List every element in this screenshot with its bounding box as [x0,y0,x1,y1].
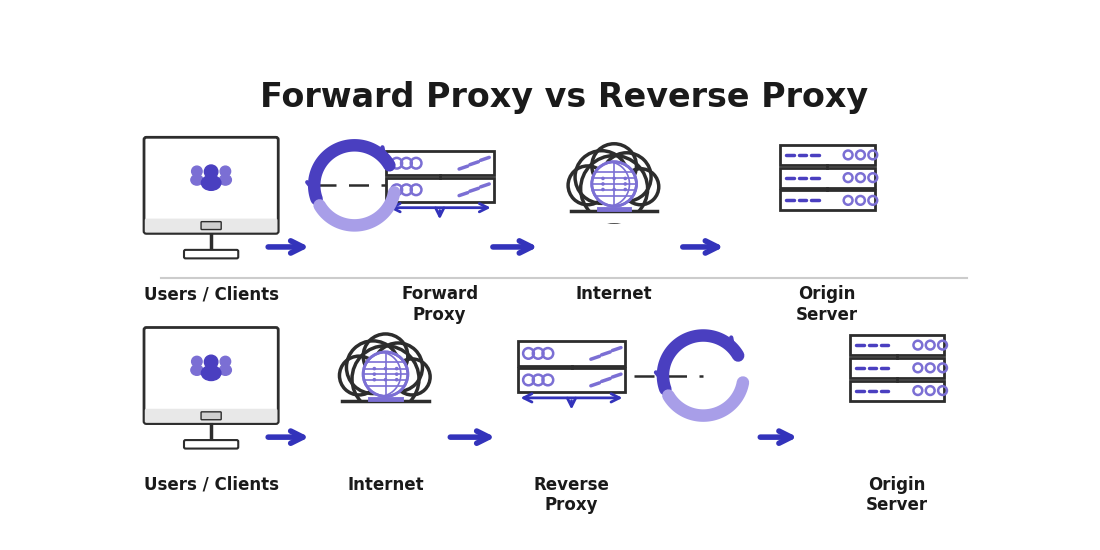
Circle shape [340,356,378,395]
Text: Forward
Proxy: Forward Proxy [402,285,478,324]
Circle shape [624,183,626,185]
Circle shape [352,346,419,412]
Circle shape [396,378,398,381]
Circle shape [602,177,604,179]
FancyBboxPatch shape [336,401,436,414]
Circle shape [220,356,231,367]
FancyBboxPatch shape [145,409,277,423]
Text: Users / Clients: Users / Clients [144,476,278,494]
Text: Origin
Server: Origin Server [866,476,928,514]
Circle shape [568,166,607,205]
Circle shape [205,355,218,368]
Circle shape [373,373,375,375]
FancyBboxPatch shape [144,327,278,424]
Text: Reverse
Proxy: Reverse Proxy [534,476,609,514]
Circle shape [346,341,399,394]
Circle shape [373,378,375,381]
Circle shape [384,367,386,370]
Circle shape [396,367,398,370]
Circle shape [613,189,615,191]
Ellipse shape [201,366,221,381]
Circle shape [624,177,626,179]
FancyBboxPatch shape [780,168,874,188]
Circle shape [394,359,430,395]
Circle shape [363,352,408,397]
FancyBboxPatch shape [849,381,945,400]
FancyBboxPatch shape [518,341,625,366]
Ellipse shape [201,175,221,190]
Circle shape [363,334,408,378]
Ellipse shape [191,365,202,375]
Text: Origin
Server: Origin Server [796,285,858,324]
Text: Internet: Internet [348,476,424,494]
Circle shape [373,367,375,370]
FancyBboxPatch shape [780,190,874,210]
Circle shape [603,153,651,201]
Circle shape [602,189,604,191]
Text: Internet: Internet [575,285,652,304]
Circle shape [220,166,231,177]
FancyBboxPatch shape [386,151,494,175]
Circle shape [592,144,637,188]
FancyBboxPatch shape [386,178,494,202]
FancyBboxPatch shape [184,250,239,258]
Circle shape [191,166,202,177]
Circle shape [396,373,398,375]
FancyBboxPatch shape [144,138,278,233]
Ellipse shape [219,365,231,375]
FancyBboxPatch shape [780,145,874,165]
Text: Users / Clients: Users / Clients [144,285,278,304]
FancyBboxPatch shape [518,368,625,392]
FancyBboxPatch shape [849,358,945,378]
FancyBboxPatch shape [201,412,221,420]
Text: Forward Proxy vs Reverse Proxy: Forward Proxy vs Reverse Proxy [260,81,868,114]
FancyBboxPatch shape [184,440,239,449]
Circle shape [575,151,628,204]
Circle shape [191,356,202,367]
Circle shape [613,177,615,179]
FancyBboxPatch shape [201,222,221,229]
Circle shape [623,169,659,205]
Circle shape [602,183,604,185]
Circle shape [205,165,218,178]
FancyBboxPatch shape [849,335,945,355]
FancyBboxPatch shape [145,218,277,233]
Circle shape [384,378,386,381]
Circle shape [581,156,648,222]
Ellipse shape [219,175,231,185]
Circle shape [374,343,422,392]
FancyBboxPatch shape [564,211,664,223]
Circle shape [624,189,626,191]
Circle shape [592,162,637,206]
Ellipse shape [191,175,202,185]
